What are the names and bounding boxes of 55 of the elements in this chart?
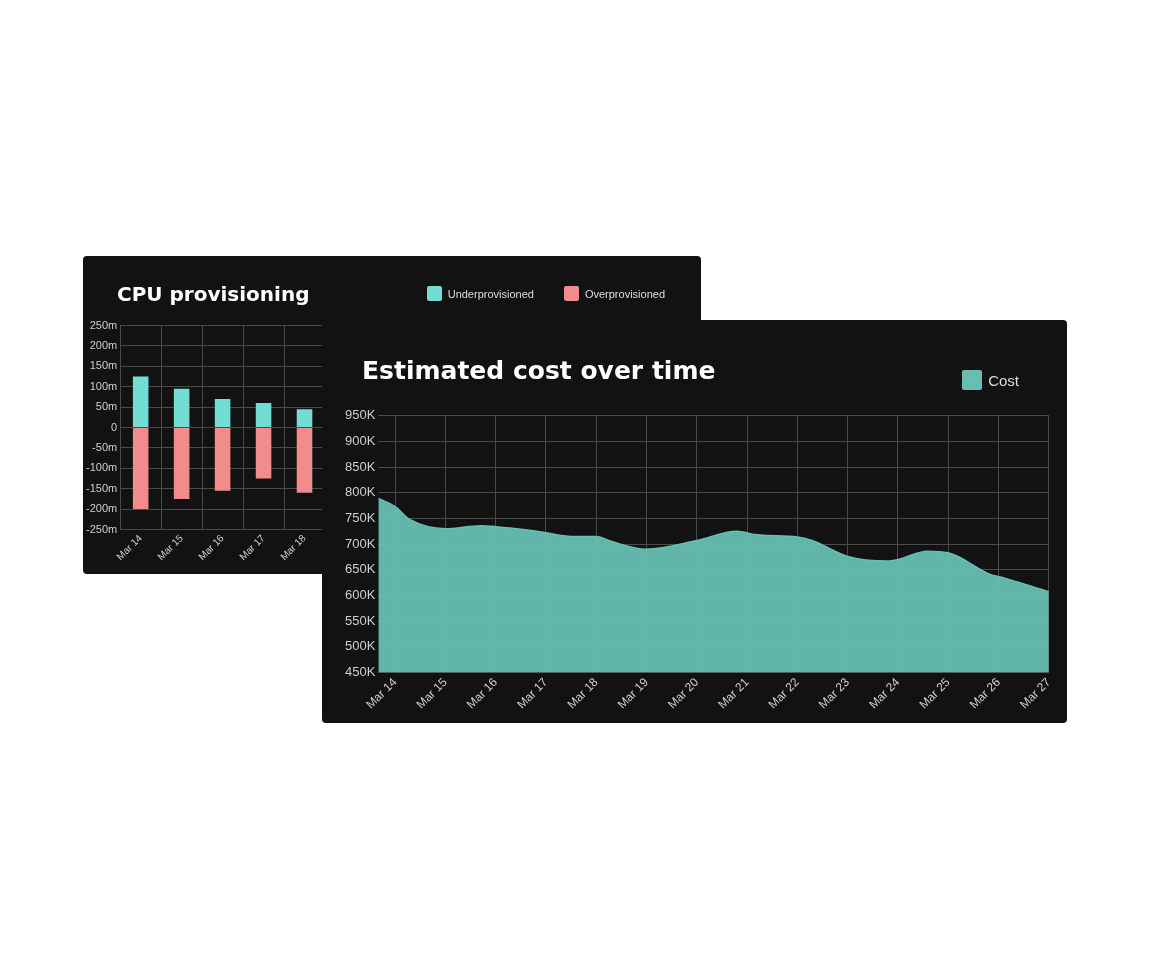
y-tick-label: 600K: [344, 587, 376, 602]
x-tick-label: Mar 17: [237, 532, 268, 563]
y-tick-label: 900K: [344, 433, 376, 449]
x-tick-label: Mar 14: [114, 532, 145, 563]
x-tick-label: Mar 15: [413, 674, 451, 712]
x-tick-label: Mar 19: [614, 674, 652, 712]
bar: [255, 403, 272, 428]
bar: [173, 428, 190, 499]
bar: [132, 376, 149, 428]
x-tick-label: Mar 17: [514, 674, 551, 712]
x-tick-label: Mar 27: [1016, 674, 1054, 712]
x-tick-label: Mar 22: [765, 674, 803, 712]
y-tick-label: 950K: [344, 407, 376, 423]
y-tick-label: 250m: [89, 318, 118, 331]
x-tick-label: Mar 24: [866, 674, 903, 712]
y-tick-label: 50m: [95, 400, 118, 413]
bar: [173, 388, 190, 428]
y-tick-label: 700K: [344, 535, 376, 551]
y-tick-label: -50m: [92, 440, 118, 453]
x-tick-label: Mar 20: [664, 674, 702, 712]
bar: [132, 428, 149, 510]
x-tick-label: Mar 18: [278, 532, 309, 563]
y-tick-label: 100m: [89, 379, 118, 392]
y-tick-label: -100m: [85, 461, 118, 474]
y-tick-label: -150m: [85, 481, 118, 494]
legend-label: Overprovisioned: [584, 287, 665, 300]
x-tick-label: Mar 16: [196, 532, 227, 563]
bar: [214, 428, 231, 491]
x-tick-label: Mar 23: [815, 674, 853, 712]
y-tick-label: 750K: [344, 510, 376, 526]
y-tick-label: 550K: [344, 612, 376, 628]
y-tick-label: 450K: [344, 663, 376, 679]
bar: [296, 409, 313, 428]
y-tick-label: 200m: [89, 339, 118, 352]
y-tick-label: 800K: [344, 484, 376, 500]
y-tick-label: -250m: [85, 522, 118, 535]
bar: [296, 428, 313, 493]
x-tick-label: Mar 25: [916, 674, 953, 712]
y-tick-label: -200m: [85, 502, 118, 515]
legend-label: Cost: [988, 371, 1019, 389]
x-tick-label: Mar 16: [463, 674, 501, 712]
y-tick-label: 0: [111, 420, 118, 433]
chart-title: Estimated cost over time: [362, 356, 716, 385]
x-tick-label: Mar 21: [715, 674, 752, 712]
y-tick-label: 150m: [89, 359, 118, 372]
x-tick-label: Mar 18: [564, 674, 601, 712]
y-tick-label: 500K: [344, 638, 376, 654]
bar: [214, 399, 231, 428]
chart-title: CPU provisioning: [117, 282, 310, 306]
legend-label: Underprovisioned: [447, 287, 534, 300]
y-tick-label: 650K: [344, 561, 376, 577]
x-tick-label: Mar 15: [155, 532, 186, 563]
y-tick-label: 850K: [344, 458, 376, 474]
x-tick-label: Mar 26: [966, 674, 1004, 712]
bar: [255, 428, 272, 479]
